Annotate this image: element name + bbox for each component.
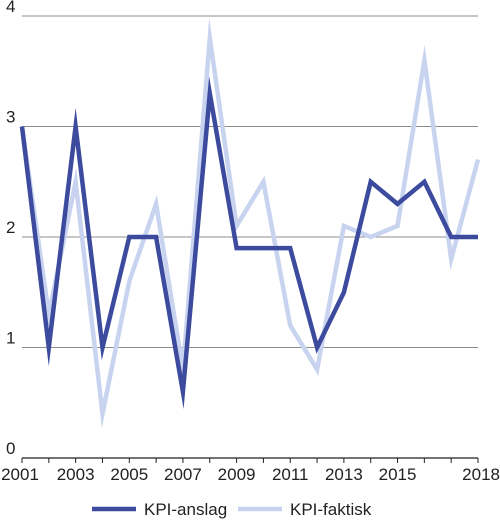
y-tick-label: 1 — [6, 329, 15, 348]
y-tick-label: 4 — [6, 0, 15, 16]
x-tick-label: 2013 — [325, 465, 363, 484]
x-tick-label: 2001 — [1, 465, 39, 484]
y-tick-label: 3 — [6, 108, 15, 127]
axes — [21, 457, 479, 463]
x-tick-label: 2009 — [218, 465, 256, 484]
series-lines — [19, 17, 481, 429]
legend: KPI-anslag KPI-faktisk — [92, 500, 372, 519]
x-tick-label: 2003 — [57, 465, 95, 484]
x-tick-label: 2007 — [164, 465, 202, 484]
tick-labels: 0 1 2 3 4 2001 2003 2005 2007 2009 2011 2013 2015 201… — [1, 0, 500, 484]
legend-label-kpi-anslag: KPI-anslag — [144, 500, 227, 519]
x-tick-label: 2005 — [110, 465, 148, 484]
x-tick-label: 2015 — [379, 465, 417, 484]
series-line-kpi-faktisk — [19, 17, 481, 429]
y-tick-label: 0 — [6, 439, 15, 458]
gridlines — [22, 15, 478, 348]
y-tick-label: 2 — [6, 218, 15, 237]
x-tick-label: 2011 — [272, 465, 309, 484]
legend-label-kpi-faktisk: KPI-faktisk — [290, 500, 372, 519]
series-line-kpi-anslag — [19, 76, 478, 409]
x-tick-label: 2018 — [462, 465, 500, 484]
